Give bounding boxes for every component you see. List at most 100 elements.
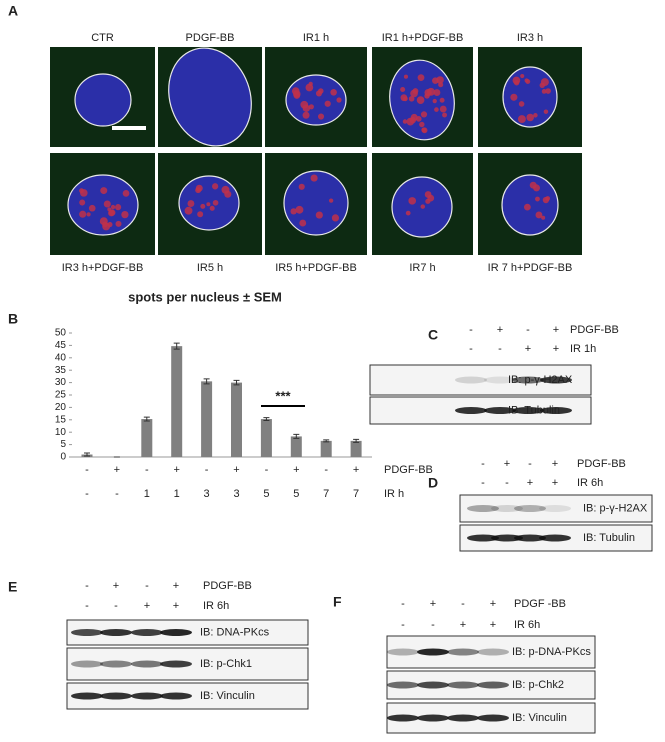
band: [71, 629, 103, 636]
treatment-sign: +: [490, 598, 496, 610]
category-label: -: [324, 464, 328, 476]
foci: [330, 89, 337, 96]
image-caption: IR3 h: [517, 32, 543, 44]
bar: [350, 440, 362, 457]
treatment-sign: -: [469, 324, 473, 336]
foci: [187, 200, 195, 207]
nucleus: [285, 74, 347, 126]
foci: [425, 198, 431, 204]
foci: [432, 98, 437, 104]
foci: [520, 73, 525, 79]
treatment-sign: -: [469, 343, 473, 355]
bar: [231, 382, 242, 457]
treatment-sign: +: [553, 324, 559, 336]
error-bar: [323, 439, 330, 443]
treatment-name: IR 6h: [203, 600, 229, 612]
foci: [300, 100, 309, 109]
band: [540, 407, 572, 414]
y-tick-label: 5: [60, 439, 66, 450]
band: [467, 534, 499, 542]
foci: [535, 211, 543, 219]
category-row-name: PDGF-BB: [384, 464, 433, 476]
band: [100, 660, 132, 668]
band: [387, 714, 419, 722]
foci: [442, 112, 447, 118]
category-label: -: [85, 464, 89, 476]
foci: [545, 88, 551, 94]
band: [455, 407, 487, 414]
foci: [541, 89, 547, 94]
band: [540, 376, 572, 384]
treatment-sign: +: [490, 619, 496, 631]
category-row-name: IR h: [384, 488, 404, 500]
foci: [184, 206, 193, 215]
treatment-name: IR 1h: [570, 343, 596, 355]
category-label: -: [265, 464, 269, 476]
error-bar: [173, 342, 180, 350]
blot-label: IB: Tubulin: [508, 404, 560, 416]
category-label: 5: [293, 488, 299, 500]
y-tick-label: 15: [55, 414, 67, 425]
category-label: 7: [323, 488, 329, 500]
panel-label: E: [8, 579, 17, 595]
band: [467, 505, 499, 512]
foci: [541, 215, 546, 220]
band: [417, 648, 449, 656]
nucleus: [168, 47, 252, 147]
treatment-sign: -: [461, 598, 465, 610]
foci: [200, 203, 206, 209]
y-tick-label: 10: [55, 427, 67, 438]
error-bar: [233, 379, 240, 386]
foci: [305, 83, 314, 92]
y-tick-label: 0: [60, 452, 66, 463]
blot-label: IB: p-γ-H2AX: [583, 502, 648, 514]
foci: [433, 89, 441, 96]
category-label: 3: [233, 488, 239, 500]
band: [71, 692, 103, 700]
category-label: +: [173, 464, 179, 476]
foci: [110, 204, 116, 210]
foci: [424, 191, 432, 198]
foci: [221, 185, 230, 194]
band: [477, 714, 509, 722]
treatment-sign: +: [552, 458, 558, 470]
treatment-sign: -: [401, 598, 405, 610]
treatment-sign: -: [431, 619, 435, 631]
treatment-sign: -: [481, 458, 485, 470]
foci: [410, 113, 418, 122]
foci: [315, 90, 322, 97]
foci: [436, 76, 444, 84]
foci: [102, 222, 111, 231]
treatment-sign: +: [113, 580, 119, 592]
band: [417, 681, 449, 689]
error-bar: [203, 378, 210, 385]
foci: [523, 203, 531, 211]
blot-label: IB: p-Chk1: [200, 658, 252, 670]
bar: [141, 419, 153, 457]
treatment-sign: +: [173, 580, 179, 592]
y-tick-label: 25: [55, 390, 67, 401]
band: [514, 505, 546, 512]
band: [160, 629, 192, 636]
treatment-sign: +: [460, 619, 466, 631]
band: [455, 376, 487, 384]
error-bar: [263, 417, 270, 422]
treatment-name: PDGF-BB: [203, 580, 252, 592]
foci: [402, 119, 408, 124]
treatment-sign: -: [114, 600, 118, 612]
category-label: +: [353, 464, 359, 476]
band: [484, 407, 516, 414]
treatment-sign: +: [497, 324, 503, 336]
treatment-sign: +: [553, 343, 559, 355]
foci: [533, 113, 538, 118]
band: [491, 534, 523, 542]
foci: [529, 181, 537, 189]
foci: [310, 174, 318, 182]
foci: [336, 97, 342, 103]
image-caption: CTR: [91, 32, 114, 44]
band: [512, 376, 544, 384]
band: [387, 648, 419, 656]
foci: [400, 94, 408, 102]
bar: [290, 436, 302, 457]
treatment-sign: +: [144, 600, 150, 612]
